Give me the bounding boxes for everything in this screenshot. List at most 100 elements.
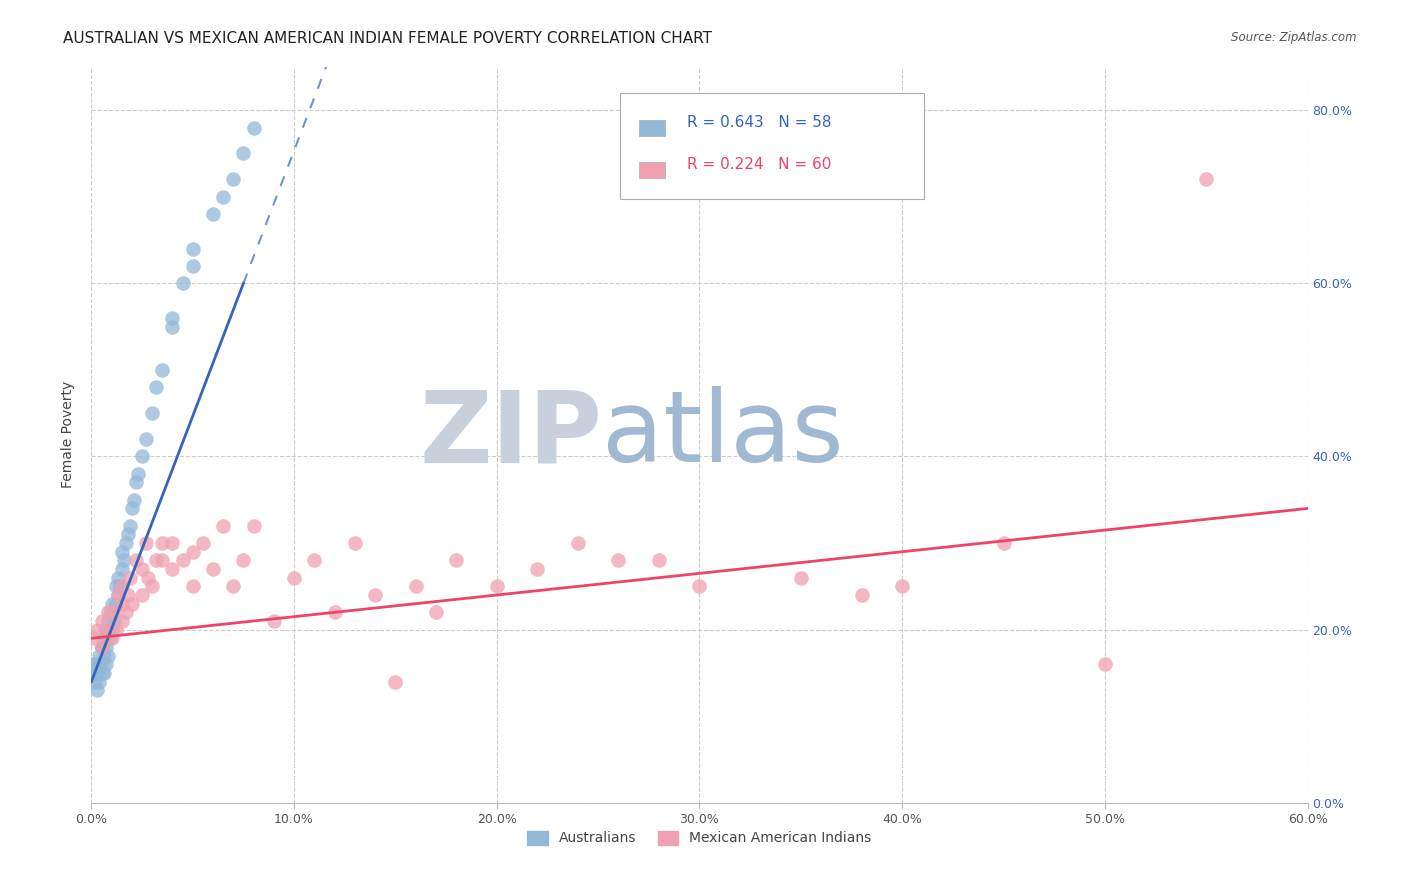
FancyBboxPatch shape bbox=[638, 161, 665, 178]
Point bbox=[232, 553, 254, 567]
Point bbox=[202, 562, 225, 576]
Point bbox=[145, 380, 167, 394]
Point bbox=[97, 648, 120, 663]
Point bbox=[136, 571, 159, 585]
Point bbox=[242, 120, 264, 135]
Point bbox=[485, 579, 508, 593]
Point bbox=[107, 588, 129, 602]
Point bbox=[100, 605, 122, 619]
Point bbox=[141, 579, 163, 593]
Point bbox=[323, 605, 346, 619]
Point bbox=[104, 623, 127, 637]
Point bbox=[1195, 172, 1218, 186]
Point bbox=[212, 190, 235, 204]
Point bbox=[90, 614, 112, 628]
Point bbox=[98, 632, 121, 646]
Point bbox=[90, 640, 112, 654]
Point bbox=[100, 597, 122, 611]
Point bbox=[162, 562, 184, 576]
Point bbox=[111, 562, 134, 576]
Point bbox=[135, 536, 157, 550]
Point bbox=[191, 536, 214, 550]
Point bbox=[150, 536, 173, 550]
Text: atlas: atlas bbox=[602, 386, 844, 483]
Point bbox=[107, 571, 129, 585]
Point bbox=[90, 657, 112, 672]
Point bbox=[100, 623, 122, 637]
Point bbox=[145, 553, 167, 567]
Point bbox=[607, 553, 630, 567]
Point bbox=[304, 553, 326, 567]
Text: AUSTRALIAN VS MEXICAN AMERICAN INDIAN FEMALE POVERTY CORRELATION CHART: AUSTRALIAN VS MEXICAN AMERICAN INDIAN FE… bbox=[63, 31, 713, 46]
Point bbox=[111, 597, 134, 611]
Point bbox=[121, 501, 143, 516]
Point bbox=[118, 571, 141, 585]
Point bbox=[94, 657, 117, 672]
Point bbox=[790, 571, 813, 585]
Point bbox=[82, 657, 104, 672]
Point bbox=[86, 657, 108, 672]
Point bbox=[127, 467, 149, 481]
Point bbox=[84, 674, 107, 689]
Point bbox=[891, 579, 914, 593]
Point bbox=[97, 632, 120, 646]
Point bbox=[172, 277, 194, 291]
FancyBboxPatch shape bbox=[620, 93, 925, 200]
Point bbox=[567, 536, 589, 550]
FancyBboxPatch shape bbox=[638, 120, 665, 136]
Point bbox=[94, 640, 117, 654]
Point bbox=[425, 605, 447, 619]
Point bbox=[141, 406, 163, 420]
Point bbox=[181, 259, 204, 273]
Point bbox=[131, 450, 153, 464]
Point bbox=[242, 518, 264, 533]
Point bbox=[115, 536, 138, 550]
Point bbox=[90, 640, 112, 654]
Point bbox=[851, 588, 873, 602]
Point bbox=[384, 674, 406, 689]
Text: R = 0.224   N = 60: R = 0.224 N = 60 bbox=[688, 156, 832, 171]
Point bbox=[222, 172, 245, 186]
Point bbox=[90, 640, 112, 654]
Point bbox=[97, 614, 120, 628]
Legend: Australians, Mexican American Indians: Australians, Mexican American Indians bbox=[522, 825, 877, 851]
Point bbox=[131, 562, 153, 576]
Point bbox=[688, 579, 710, 593]
Point bbox=[103, 614, 125, 628]
Point bbox=[90, 665, 112, 680]
Point bbox=[181, 579, 204, 593]
Point bbox=[89, 657, 111, 672]
Point bbox=[93, 648, 115, 663]
Point bbox=[104, 579, 127, 593]
Point bbox=[1094, 657, 1116, 672]
Point bbox=[172, 553, 194, 567]
Point bbox=[222, 579, 245, 593]
Point bbox=[84, 665, 107, 680]
Point bbox=[202, 207, 225, 221]
Point bbox=[100, 632, 122, 646]
Point bbox=[364, 588, 387, 602]
Point bbox=[283, 571, 305, 585]
Point bbox=[93, 665, 115, 680]
Point bbox=[405, 579, 427, 593]
Point bbox=[117, 588, 139, 602]
Point bbox=[181, 242, 204, 256]
Point bbox=[97, 623, 120, 637]
Point bbox=[89, 674, 111, 689]
Point bbox=[111, 545, 134, 559]
Point bbox=[93, 632, 115, 646]
Point bbox=[121, 597, 143, 611]
Point bbox=[94, 632, 117, 646]
Point bbox=[115, 605, 138, 619]
Point bbox=[526, 562, 548, 576]
Point bbox=[232, 146, 254, 161]
Point bbox=[162, 310, 184, 325]
Point bbox=[162, 319, 184, 334]
Point bbox=[122, 492, 145, 507]
Point bbox=[107, 588, 129, 602]
Point bbox=[162, 536, 184, 550]
Point bbox=[135, 432, 157, 446]
Point bbox=[343, 536, 366, 550]
Point bbox=[212, 518, 235, 533]
Point bbox=[111, 579, 134, 593]
